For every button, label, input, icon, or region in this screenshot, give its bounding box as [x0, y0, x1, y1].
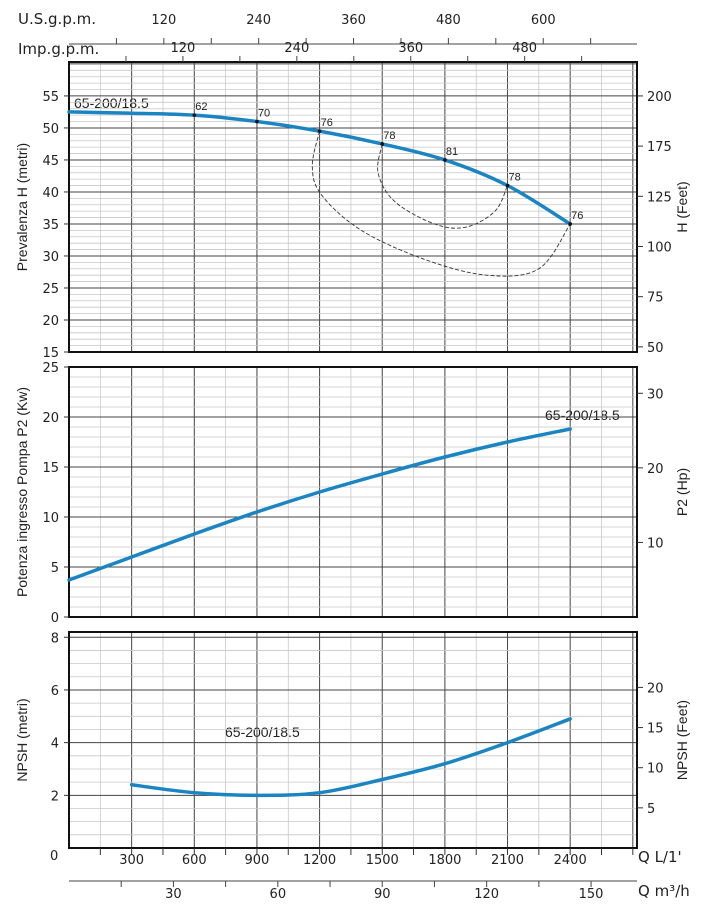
q-lmin-tick-label: 900: [245, 853, 270, 868]
q-m3h-axis-label: Q m³/h: [638, 882, 690, 900]
y-tick-label: 55: [42, 90, 59, 105]
efficiency-label: 76: [571, 210, 583, 222]
efficiency-point: [505, 183, 510, 188]
plot-frame: [68, 61, 638, 353]
y-tick-label: 35: [42, 218, 59, 233]
efficiency-label: 62: [195, 101, 207, 113]
y-tick-label: 0: [51, 611, 59, 626]
y-right-tick-label: 10: [647, 536, 664, 551]
y-tick-label: 45: [42, 154, 59, 169]
y-right-tick-label: 75: [647, 291, 664, 306]
y-tick-label: 10: [42, 511, 59, 526]
q-lmin-tick-label: 1800: [428, 853, 461, 868]
q-m3h-tick-label: 150: [579, 887, 604, 902]
efficiency-label: 78: [509, 172, 521, 184]
q-lmin-tick-label: 600: [182, 853, 207, 868]
y-tick-label: 8: [51, 631, 59, 646]
head-feet-axis-label: H (Feet): [674, 181, 690, 232]
npsh-curve-label: 65-200/18.5: [225, 724, 300, 740]
power-y-axis-label: Potenza ingresso Pompa P2 (Kw): [14, 387, 30, 597]
performance-curve: [67, 427, 572, 582]
power-hp-axis-label: P2 (Hp): [674, 468, 690, 516]
efficiency-label: 76: [321, 117, 333, 129]
efficiency-point: [568, 222, 572, 226]
iso-efficiency-curve: [377, 143, 508, 229]
q-lmin-axis-label: Q L/1': [638, 848, 682, 866]
y-tick-label: 15: [42, 346, 59, 361]
y-tick-label: 20: [42, 314, 59, 329]
efficiency-point: [255, 119, 259, 124]
y-right-tick-label: 125: [647, 190, 672, 205]
npsh-y-axis-label: NPSH (metri): [14, 698, 30, 781]
q-lmin-tick-label: 1500: [366, 853, 399, 868]
imp-gpm-tick-label: 480: [512, 41, 537, 56]
q-lmin-tick-label: 300: [119, 853, 144, 868]
head-y-axis-label: Prevalenza H (metri): [14, 143, 30, 271]
efficiency-point: [192, 113, 197, 117]
head-curve-label: 65-200/18.5: [74, 95, 149, 111]
q-m3h-tick-label: 60: [270, 887, 287, 902]
y-right-tick-label: 20: [647, 681, 664, 696]
y-right-tick-label: 100: [647, 240, 672, 255]
imp-gpm-axis-label: Imp.g.p.m.: [18, 40, 99, 58]
performance-curve: [67, 110, 572, 226]
us-gpm-tick-label: 360: [341, 13, 366, 28]
efficiency-point: [443, 158, 447, 162]
efficiency-label: 81: [446, 146, 458, 158]
y-tick-label: 25: [42, 361, 59, 376]
performance-curve: [129, 717, 572, 798]
us-gpm-tick-label: 120: [151, 13, 176, 28]
y-tick-label: 15: [42, 461, 59, 476]
y-tick-label: 30: [42, 250, 59, 265]
y-tick-label: 20: [42, 411, 59, 426]
y-tick-label: 4: [51, 737, 59, 752]
y-tick-label: 25: [42, 282, 59, 297]
y-right-tick-label: 5: [647, 802, 655, 817]
y-tick-label: 50: [42, 122, 59, 137]
efficiency-label: 70: [258, 108, 270, 120]
y-right-tick-label: 20: [647, 462, 664, 477]
plot-frame: [68, 631, 638, 849]
q-m3h-tick-label: 90: [374, 887, 391, 902]
power-curve-label: 65-200/18.5: [545, 407, 620, 423]
us-gpm-axis-label: U.S.g.p.m.: [18, 10, 96, 28]
q-lmin-tick-label: 2100: [491, 853, 524, 868]
us-gpm-tick-label: 480: [436, 13, 461, 28]
iso-efficiency-curve: [311, 131, 571, 277]
plot-frame: [68, 366, 638, 618]
y-right-tick-label: 50: [647, 341, 664, 356]
q-m3h-tick-label: 30: [165, 887, 182, 902]
y-tick-label: 40: [42, 186, 59, 201]
q-m3h-tick-label: 120: [474, 887, 499, 902]
imp-gpm-tick-label: 360: [398, 41, 423, 56]
y-right-tick-label: 10: [647, 762, 664, 777]
us-gpm-tick-label: 240: [246, 13, 271, 28]
y-right-tick-label: 30: [647, 387, 664, 402]
imp-gpm-tick-label: 120: [171, 41, 196, 56]
us-gpm-tick-label: 600: [531, 13, 556, 28]
npsh-feet-axis-label: NPSH (Feet): [674, 700, 690, 780]
y-right-tick-label: 175: [647, 140, 672, 155]
q-lmin-tick-label: 2400: [554, 853, 587, 868]
efficiency-point: [317, 129, 322, 133]
y-tick-label: 6: [51, 684, 59, 699]
y-tick-label: 5: [51, 561, 59, 576]
y-right-tick-label: 200: [647, 90, 672, 105]
q-zero-label: 0: [50, 849, 58, 864]
efficiency-point: [380, 142, 385, 146]
q-lmin-tick-label: 1200: [303, 853, 336, 868]
efficiency-label: 78: [383, 130, 395, 142]
y-tick-label: 2: [51, 789, 59, 804]
y-right-tick-label: 15: [647, 722, 664, 737]
imp-gpm-tick-label: 240: [284, 41, 309, 56]
